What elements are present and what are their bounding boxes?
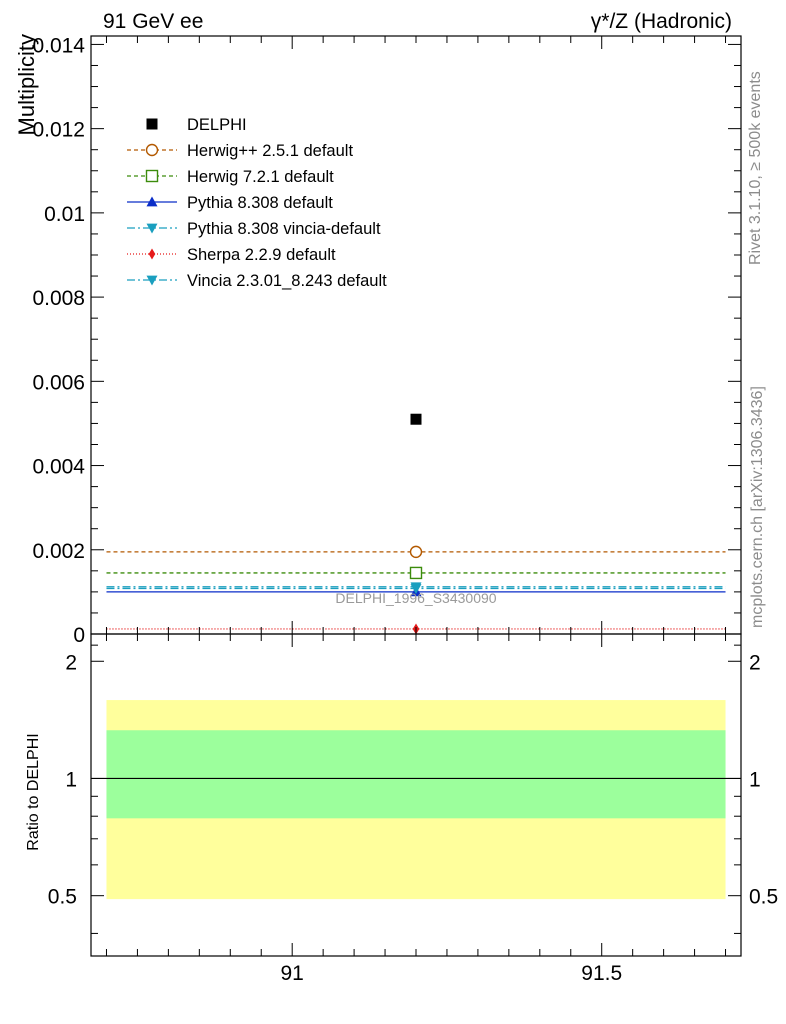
legend: DELPHI Herwig++ 2.5.1 default Herwig 7.2.1… xyxy=(127,116,387,290)
legend-marker-herwig-7-2-1-default xyxy=(145,169,159,183)
x-tick-label: 91 xyxy=(281,962,304,985)
ratio-plot-panel: 0.5 0.5 1 1 2 2 91 91.5 Ratio to DELPHI xyxy=(25,633,778,985)
ratio-y-tick-label: 0.5 xyxy=(48,886,77,909)
legend-marker-herwig-2-5-1-default xyxy=(145,143,159,157)
mcplots-credit-text: mcplots.cern.ch [arXiv:1306.3436] xyxy=(749,386,766,628)
legend-label-vincia-2-3-01-8-243-default: Vincia 2.3.01_8.243 default xyxy=(187,272,387,290)
main-y-tick-label: 0.006 xyxy=(32,371,85,394)
legend-label-herwig-7-2-1-default: Herwig 7.2.1 default xyxy=(187,168,334,186)
ratio-y-axis-label: Ratio to DELPHI xyxy=(25,733,42,850)
chart-title-left: 91 GeV ee xyxy=(103,10,203,33)
legend-marker-pythia-8-308-default xyxy=(146,196,158,207)
main-plot-panel: 0 0.002 0.004 0.006 0.008 0.01 0.012 0.014 DELP… xyxy=(14,34,742,647)
series-marker-herwig-2-5-1-default xyxy=(409,545,423,559)
legend-marker-sherpa-2-2-9-default xyxy=(148,248,156,260)
series-marker-vincia-2-3-01-8-243-default xyxy=(410,582,422,593)
ratio-y-tick-label: 1 xyxy=(65,768,77,791)
main-y-axis-label: Multiplicity xyxy=(14,34,39,135)
legend-label-delphi: DELPHI xyxy=(187,116,247,134)
main-y-tick-label: 0 xyxy=(73,624,85,647)
main-y-tick-label: 0.012 xyxy=(32,119,85,142)
series-marker-herwig-7-2-1-default xyxy=(409,566,423,580)
ratio-y-tick-label-right: 2 xyxy=(749,651,761,674)
chart-title-right: γ*/Z (Hadronic) xyxy=(591,10,732,33)
legend-label-sherpa-2-2-9-default: Sherpa 2.2.9 default xyxy=(187,246,336,264)
rivet-version-text: Rivet 3.1.10, ≥ 500k events xyxy=(747,71,764,265)
ratio-y-tick-label-right: 1 xyxy=(749,768,761,791)
main-y-tick-label: 0.014 xyxy=(32,34,85,57)
analysis-watermark: DELPHI_1996_S3430090 xyxy=(335,590,496,606)
main-y-tick-label: 0.004 xyxy=(32,456,85,479)
legend-marker-vincia-2-3-01-8-243-default xyxy=(146,275,158,286)
legend-label-herwig-2-5-1-default: Herwig++ 2.5.1 default xyxy=(187,142,353,160)
main-y-tick-label: 0.008 xyxy=(32,287,85,310)
ratio-y-tick-label: 2 xyxy=(65,651,77,674)
main-y-tick-label: 0.01 xyxy=(44,203,85,226)
x-tick-label: 91.5 xyxy=(581,962,622,985)
data-point-delphi xyxy=(410,413,422,425)
legend-marker-delphi xyxy=(146,118,158,130)
legend-label-pythia-8-308-default: Pythia 8.308 default xyxy=(187,194,333,212)
legend-marker-pythia-8-308-vincia-default xyxy=(146,223,158,234)
ratio-band-stat-uncertainty xyxy=(106,730,726,819)
main-y-tick-label: 0.002 xyxy=(32,540,85,563)
legend-label-pythia-8-308-vincia-default: Pythia 8.308 vincia-default xyxy=(187,220,381,238)
ratio-y-tick-label-right: 0.5 xyxy=(749,886,778,909)
